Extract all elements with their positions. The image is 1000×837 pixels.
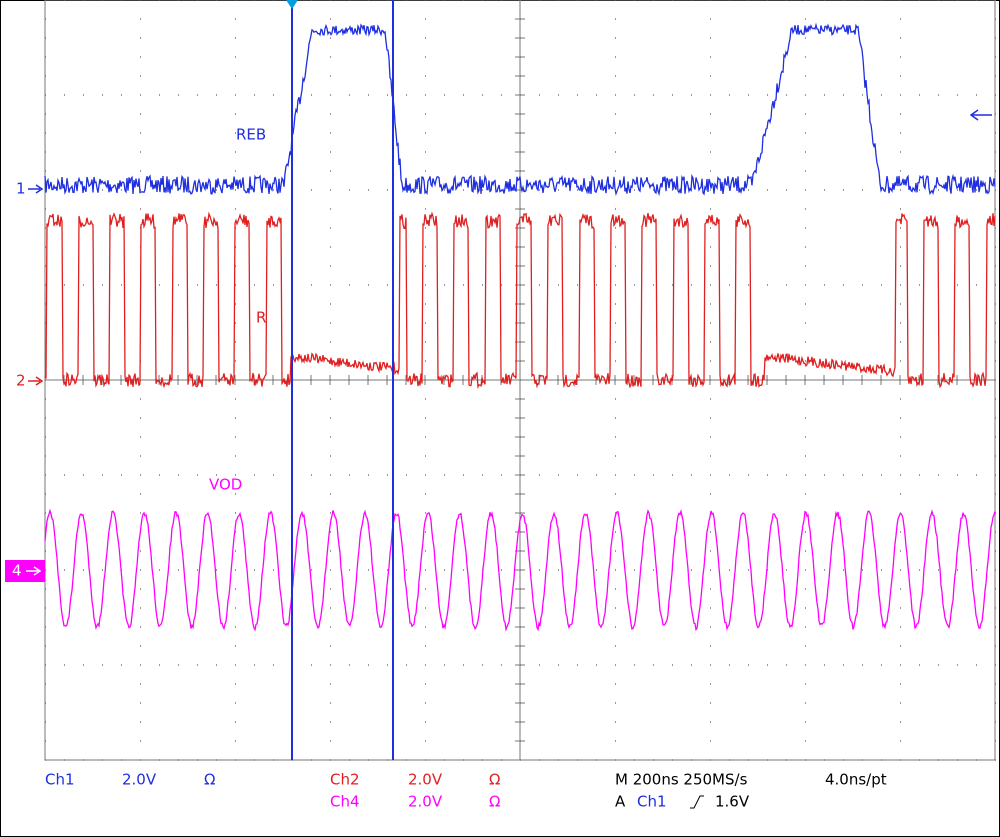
center-ticks [44,0,996,761]
channel-marker: 4 [12,562,22,580]
trigger-level: 1.6V [715,793,750,811]
trace-label: VOD [209,476,242,494]
trace-label: REB [236,126,266,144]
vod-trace [44,508,996,632]
trigger-mode: A [615,793,626,811]
trigger-level-arrow [969,109,992,121]
channel-coupling: Ω [489,771,500,789]
r-trace [44,211,996,390]
waveforms [44,22,996,632]
channel-name: Ch4 [330,793,360,811]
channel-marker-box [5,560,45,582]
channel-name: Ch1 [45,771,75,789]
resolution: 4.0ns/pt [825,771,887,789]
timebase: M 200ns 250MS/s [615,771,748,789]
marker-arrow [28,376,44,386]
marker-arrow [26,566,42,576]
trigger-source: Ch1 [637,793,667,811]
marker-arrow [28,184,44,194]
channel-scale: 2.0V [408,771,443,789]
channel-coupling: Ω [204,771,215,789]
trigger-position-marker [286,0,298,9]
channel-marker: 1 [16,180,26,198]
trace-label: R [256,309,266,327]
channel-scale: 2.0V [408,793,443,811]
reb-trace [44,22,996,197]
channel-scale: 2.0V [122,771,157,789]
graticule [44,0,996,761]
channel-coupling: Ω [489,793,500,811]
channel-name: Ch2 [330,771,360,789]
trigger-slope-icon [690,795,704,809]
channel-marker: 2 [16,372,26,390]
